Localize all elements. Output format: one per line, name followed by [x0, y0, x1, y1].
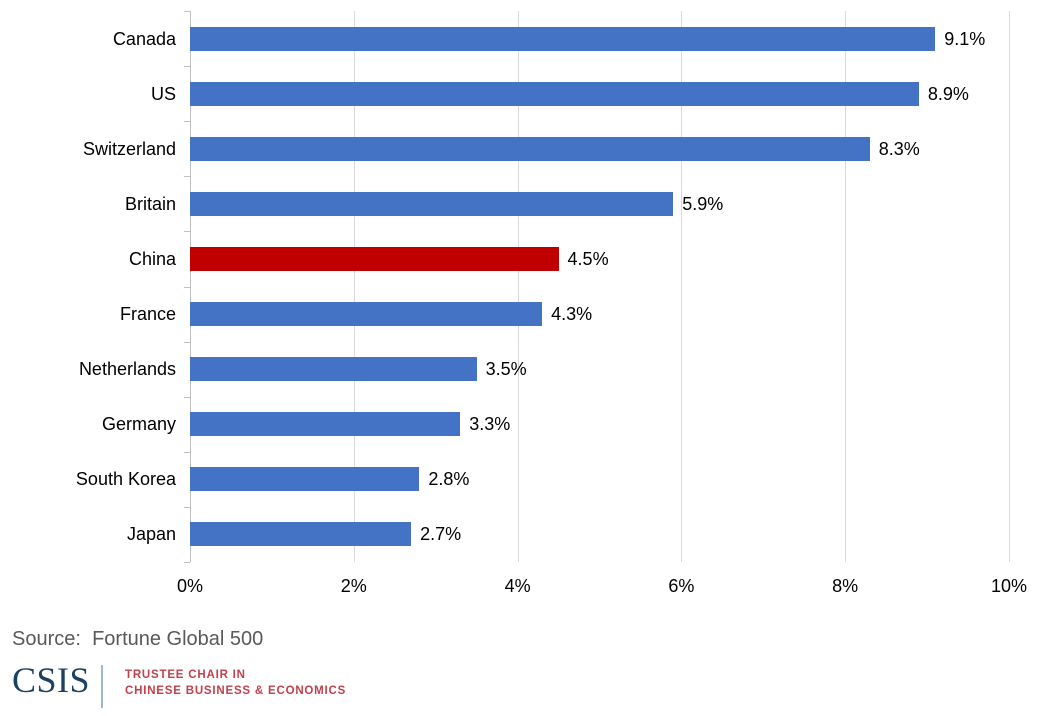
bar-canada: [190, 26, 936, 51]
source-line: Source: Fortune Global 500: [12, 628, 263, 651]
branding-tagline: TRUSTEE CHAIR IN CHINESE BUSINESS & ECON…: [125, 668, 346, 699]
category-label-south-korea: South Korea: [75, 469, 176, 490]
category-label-switzerland: Switzerland: [82, 138, 176, 159]
x-tick-label-8: 8%: [832, 576, 859, 596]
y-axis-tick: [184, 506, 190, 508]
bar-britain: [190, 191, 674, 216]
bar-south-korea: [190, 467, 420, 492]
y-axis-tick: [184, 451, 190, 453]
value-label-japan: 2.7%: [420, 524, 462, 545]
category-label-france: France: [119, 304, 176, 325]
bar-netherlands: [190, 357, 477, 382]
source-spacer: [81, 628, 92, 650]
y-axis-tick: [184, 121, 190, 123]
category-label-china: China: [128, 248, 176, 269]
bar-japan: [190, 522, 412, 547]
gridline-8: [845, 11, 847, 562]
y-axis-tick: [184, 66, 190, 68]
gridline-10: [1009, 11, 1010, 562]
category-label-us: US: [150, 83, 176, 104]
category-label-britain: Britain: [124, 193, 176, 214]
value-label-germany: 3.3%: [469, 414, 511, 435]
y-axis-tick: [184, 286, 190, 288]
x-tick-label-10: 10%: [990, 576, 1028, 596]
x-tick-label-2: 2%: [340, 576, 367, 596]
y-axis-tick: [184, 231, 190, 233]
bar-germany: [190, 412, 461, 437]
value-label-canada: 9.1%: [944, 28, 986, 49]
y-axis-tick: [184, 396, 190, 398]
bar-switzerland: [190, 136, 870, 161]
value-label-switzerland: 8.3%: [878, 138, 920, 159]
branding-divider: [101, 665, 103, 708]
y-axis-line: [190, 11, 191, 562]
value-label-france: 4.3%: [551, 304, 593, 325]
category-label-japan: Japan: [126, 524, 176, 545]
x-tick-label-6: 6%: [668, 576, 695, 596]
bar-china: [190, 246, 559, 271]
category-label-netherlands: Netherlands: [78, 359, 176, 380]
value-label-south-korea: 2.8%: [428, 469, 470, 490]
gridline-6: [681, 11, 683, 562]
value-label-netherlands: 3.5%: [485, 359, 527, 380]
y-axis-tick: [184, 562, 190, 563]
value-label-us: 8.9%: [927, 83, 969, 104]
gridline-4: [517, 11, 519, 562]
tagline-line-1: TRUSTEE CHAIR IN: [125, 669, 246, 681]
x-tick-label-4: 4%: [504, 576, 531, 596]
category-label-canada: Canada: [112, 28, 176, 49]
source-label: Source:: [12, 628, 81, 650]
gridline-2: [353, 11, 355, 562]
tagline-line-2: CHINESE BUSINESS & ECONOMICS: [125, 684, 347, 697]
category-label-germany: Germany: [101, 414, 176, 435]
x-tick-label-0: 0%: [176, 576, 203, 596]
y-axis-tick: [184, 176, 190, 178]
bar-france: [190, 302, 543, 327]
y-axis-tick: [184, 341, 190, 343]
y-axis-tick: [184, 11, 190, 12]
csis-logo: CSIS: [12, 660, 91, 700]
bar-us: [190, 81, 919, 106]
source-text: Fortune Global 500: [92, 628, 264, 650]
value-label-china: 4.5%: [567, 248, 609, 269]
value-label-britain: 5.9%: [682, 193, 724, 214]
